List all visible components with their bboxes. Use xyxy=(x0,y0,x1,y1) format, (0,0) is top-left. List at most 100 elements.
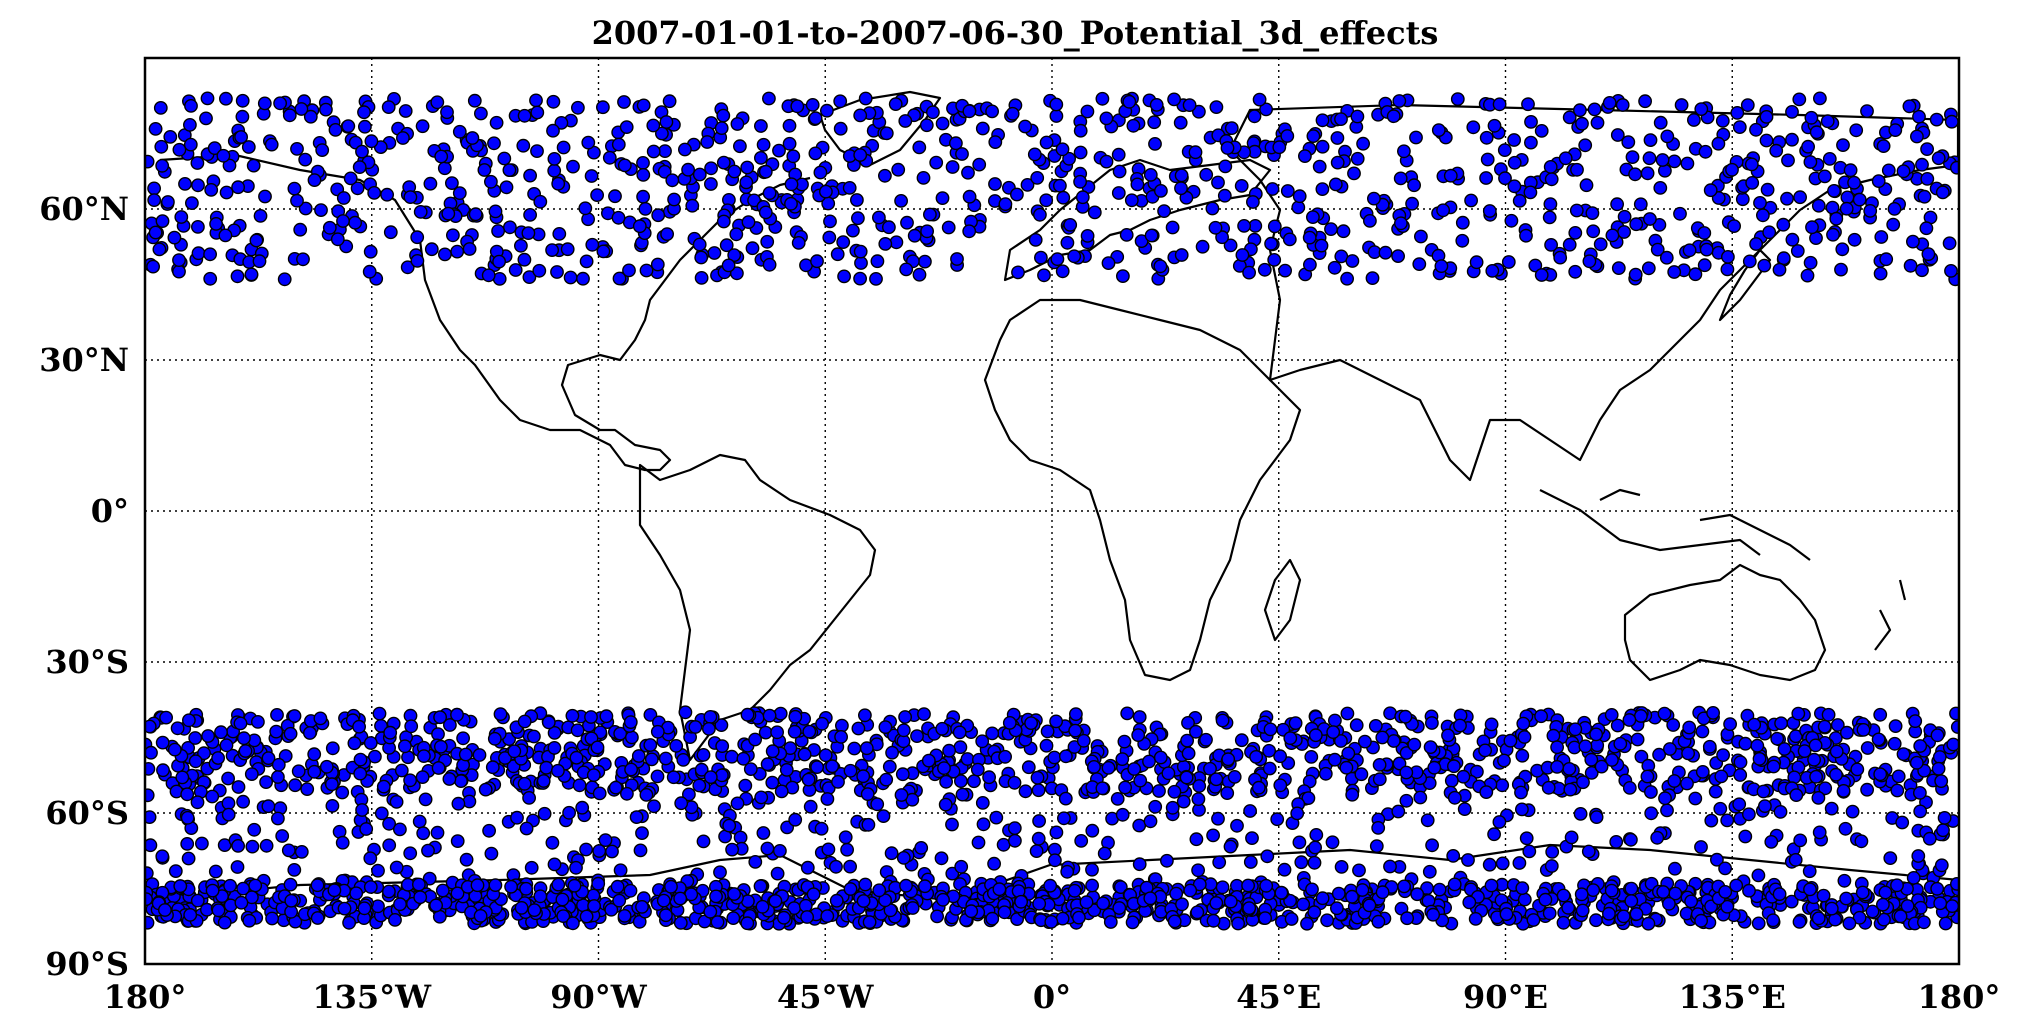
observation-point xyxy=(218,91,233,106)
observation-point xyxy=(314,203,328,218)
observation-point xyxy=(148,225,163,240)
observation-point xyxy=(147,181,162,196)
observation-point xyxy=(790,99,805,114)
observation-point xyxy=(1695,765,1710,779)
observation-point xyxy=(738,778,753,793)
observation-point xyxy=(1340,706,1355,721)
observation-point xyxy=(1034,250,1048,265)
observation-point xyxy=(1935,185,1950,200)
observation-point xyxy=(821,842,836,857)
observation-point xyxy=(1363,213,1377,228)
observation-point xyxy=(878,236,893,251)
observation-point xyxy=(1873,767,1888,782)
observation-point xyxy=(1759,110,1774,124)
observation-point xyxy=(760,234,775,249)
observation-point xyxy=(1769,143,1784,158)
observation-point xyxy=(1399,746,1414,760)
observation-point xyxy=(1680,156,1695,171)
observation-point xyxy=(1148,136,1162,151)
observation-point xyxy=(423,176,438,191)
observation-point xyxy=(364,134,379,149)
observation-point xyxy=(1132,818,1147,833)
observation-point xyxy=(1534,268,1549,282)
observation-point xyxy=(1747,717,1762,732)
observation-point xyxy=(1215,230,1230,245)
observation-point xyxy=(1328,177,1343,192)
observation-point xyxy=(1484,878,1499,893)
observation-point xyxy=(585,237,600,252)
observation-point xyxy=(270,708,284,722)
observation-point xyxy=(487,731,502,746)
observation-point xyxy=(1845,804,1860,819)
observation-point xyxy=(178,176,192,191)
observation-point xyxy=(1161,766,1176,781)
observation-point xyxy=(938,797,953,812)
observation-point xyxy=(1044,915,1059,929)
observation-point xyxy=(1371,821,1386,835)
observation-point xyxy=(307,747,322,762)
observation-point xyxy=(617,158,632,173)
observation-point xyxy=(410,253,425,268)
observation-point xyxy=(1441,728,1455,743)
observation-point xyxy=(576,271,590,286)
observation-point xyxy=(1650,242,1665,257)
observation-point xyxy=(765,775,780,790)
observation-point xyxy=(667,192,681,207)
observation-point xyxy=(413,204,428,219)
observation-point xyxy=(1656,885,1671,899)
observation-point xyxy=(1040,724,1055,739)
observation-point xyxy=(1192,104,1206,119)
observation-point xyxy=(156,763,170,778)
observation-point xyxy=(1148,799,1163,814)
x-tick-label: 45°W xyxy=(777,978,875,1016)
observation-point xyxy=(1829,211,1844,226)
observation-point xyxy=(727,887,741,901)
observation-point xyxy=(223,878,238,893)
observation-point xyxy=(1788,853,1803,867)
observation-point xyxy=(1181,716,1195,730)
observation-point xyxy=(1932,750,1947,764)
observation-point xyxy=(786,149,801,164)
observation-point xyxy=(1235,248,1250,262)
observation-point xyxy=(1764,835,1779,849)
observation-point xyxy=(1307,905,1322,920)
observation-point xyxy=(930,909,944,924)
observation-point xyxy=(656,893,671,908)
observation-point xyxy=(383,225,398,240)
observation-point xyxy=(937,761,951,775)
observation-point xyxy=(1788,729,1803,744)
observation-point xyxy=(324,777,339,792)
observation-point xyxy=(1259,102,1274,117)
observation-point xyxy=(1629,907,1644,921)
observation-point xyxy=(348,215,362,230)
observation-point xyxy=(647,799,661,814)
observation-point xyxy=(1409,130,1423,145)
observation-point xyxy=(612,893,627,908)
observation-point xyxy=(891,162,906,177)
observation-point xyxy=(662,94,677,109)
observation-point xyxy=(160,195,175,209)
observation-point xyxy=(1564,830,1579,845)
observation-point xyxy=(638,201,653,216)
observation-point xyxy=(1096,896,1111,911)
observation-point xyxy=(1887,201,1902,216)
observation-point xyxy=(1849,123,1864,138)
observation-point xyxy=(517,714,532,729)
observation-point xyxy=(1715,114,1730,128)
observation-point xyxy=(481,268,496,283)
observation-point xyxy=(1209,772,1224,787)
observation-point xyxy=(820,103,834,118)
y-tick-label: 30°N xyxy=(39,341,129,379)
observation-point xyxy=(1412,257,1427,271)
observation-point xyxy=(1653,180,1668,195)
observation-point xyxy=(1543,197,1558,212)
observation-point xyxy=(1221,752,1236,767)
observation-point xyxy=(1568,264,1583,279)
observation-point xyxy=(1234,178,1249,193)
observation-point xyxy=(205,789,220,804)
observation-point xyxy=(803,799,818,814)
observation-point xyxy=(985,911,1000,926)
observation-point xyxy=(389,860,404,875)
observation-point xyxy=(473,909,488,923)
